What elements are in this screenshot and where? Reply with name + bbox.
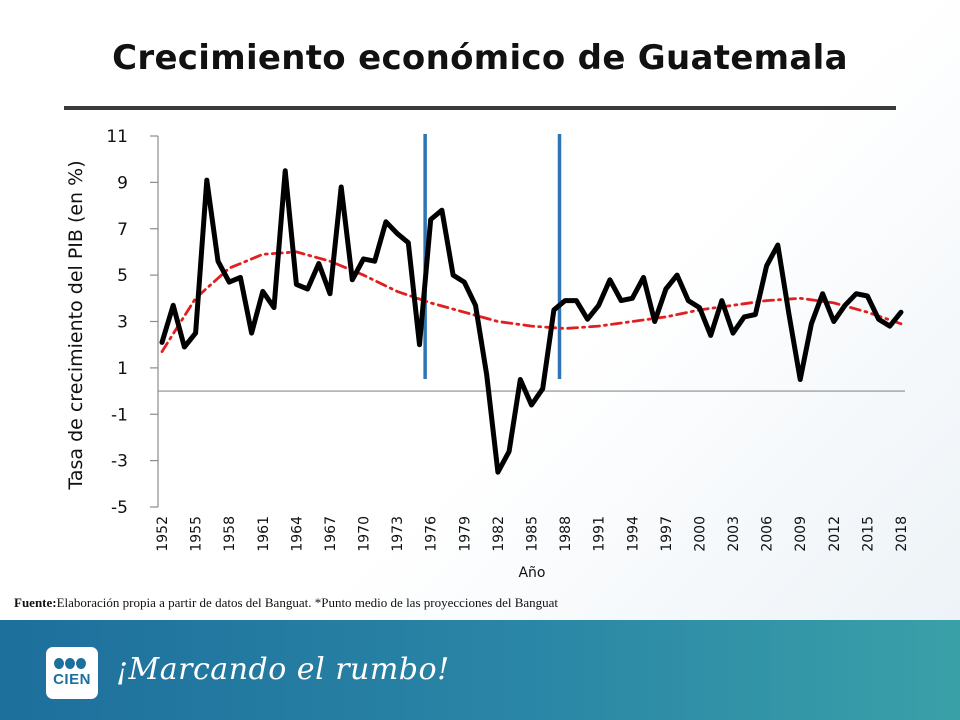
x-tick-label: 1985 bbox=[525, 516, 541, 552]
x-tick-label: 1970 bbox=[357, 516, 373, 552]
trend-line bbox=[160, 250, 903, 354]
x-tick-label: 2015 bbox=[860, 516, 876, 552]
slide-title: Crecimiento económico de Guatemala bbox=[112, 38, 848, 78]
x-tick-label: 1976 bbox=[424, 516, 440, 552]
x-tick-label: 1964 bbox=[289, 516, 305, 552]
y-tick-label: 9 bbox=[117, 173, 128, 193]
series-lines bbox=[159, 168, 904, 475]
x-tick-label: 1967 bbox=[323, 516, 339, 552]
x-tick-label: 1952 bbox=[155, 516, 171, 552]
x-tick-label: 2000 bbox=[692, 516, 708, 552]
x-tick-label: 1961 bbox=[256, 516, 272, 552]
y-tick-label: 7 bbox=[117, 220, 128, 240]
y-tick-label: -5 bbox=[111, 498, 128, 518]
x-tick-label: 2003 bbox=[726, 516, 742, 552]
x-axis: 1952 1955 1958 1961 1964 1967 1970 1973 1976 1979… bbox=[155, 390, 910, 552]
x-tick-label: 2006 bbox=[760, 516, 776, 552]
source-text: Elaboración propia a partir de datos del… bbox=[56, 595, 559, 610]
x-tick-label: 1973 bbox=[390, 516, 406, 552]
source-label: Fuente: bbox=[14, 595, 57, 610]
y-tick-label: 1 bbox=[117, 359, 128, 379]
logo-dots-icon bbox=[54, 656, 87, 670]
y-tick-label: 5 bbox=[117, 266, 128, 286]
y-axis-label: Tasa de crecimiento del PIB (en %) bbox=[65, 160, 87, 490]
gdp-growth-line bbox=[159, 168, 904, 475]
x-tick-label: 1994 bbox=[625, 516, 641, 552]
x-tick-label: 1979 bbox=[457, 516, 473, 552]
source-note: Fuente:Elaboración propia a partir de da… bbox=[14, 595, 558, 611]
x-tick-label: 1997 bbox=[659, 516, 675, 552]
x-tick-label: 1958 bbox=[222, 516, 238, 552]
y-tick-label: -3 bbox=[111, 452, 128, 472]
x-tick-label: 2012 bbox=[827, 516, 843, 552]
logo-text: CIEN bbox=[53, 671, 91, 688]
footer-band bbox=[0, 620, 960, 720]
y-tick-label: 11 bbox=[106, 127, 128, 147]
y-tick-label: 3 bbox=[117, 313, 128, 333]
x-tick-label: 1988 bbox=[558, 516, 574, 552]
x-tick-label: 1991 bbox=[592, 516, 608, 552]
x-tick-label: 1955 bbox=[189, 516, 205, 552]
slogan: ¡Marcando el rumbo! bbox=[116, 652, 450, 687]
x-axis-label: Año bbox=[518, 565, 545, 581]
title-divider bbox=[64, 106, 896, 110]
y-tick-label: -1 bbox=[111, 405, 128, 425]
x-tick-label: 2018 bbox=[894, 516, 910, 552]
x-tick-label: 1982 bbox=[491, 516, 507, 552]
y-axis: 11 9 7 5 3 1 -1 -3 -5 bbox=[106, 127, 159, 518]
period-markers bbox=[423, 134, 562, 379]
cien-logo: CIEN bbox=[46, 647, 98, 699]
x-tick-label: 2009 bbox=[793, 516, 809, 552]
